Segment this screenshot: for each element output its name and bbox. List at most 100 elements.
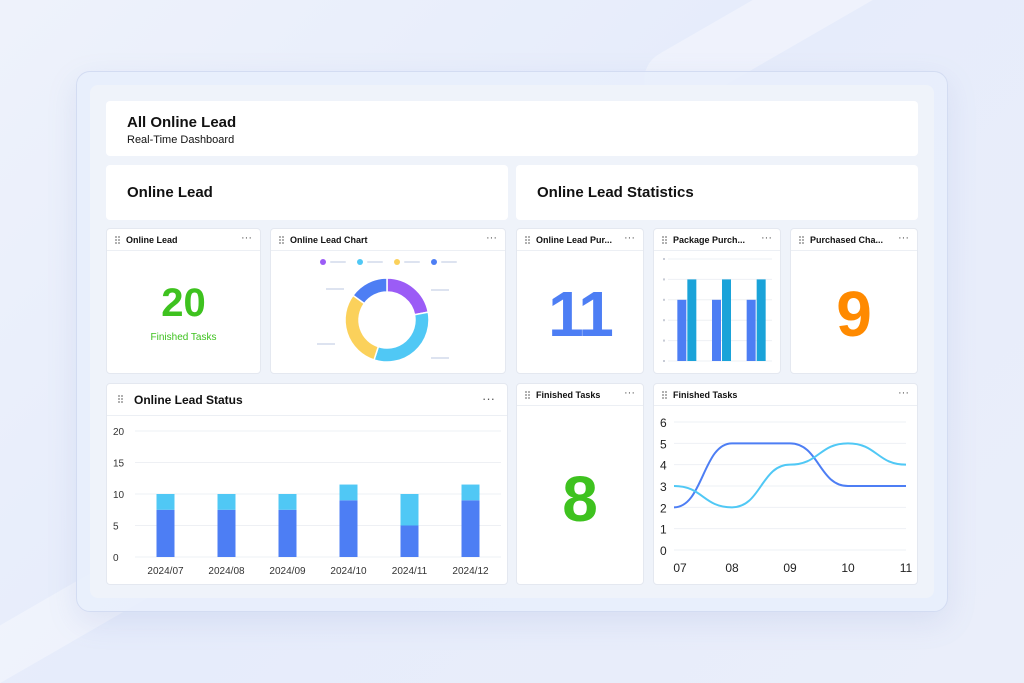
bar <box>746 299 756 361</box>
bar-segment <box>156 509 175 557</box>
series-line <box>673 442 906 509</box>
widget-header: Online Lead ··· <box>107 229 260 251</box>
slice-label-placeholder <box>431 289 449 291</box>
drag-handle-icon[interactable] <box>525 236 531 244</box>
x-tick-label: 07 <box>673 561 687 575</box>
widget-title: Purchased Cha... <box>810 235 884 245</box>
drag-handle-icon[interactable] <box>525 391 531 399</box>
x-tick-label: 2024/12 <box>452 566 489 577</box>
widget-online-lead-purchase[interactable]: Online Lead Pur... ··· 11 <box>516 228 644 374</box>
more-options-icon[interactable]: ··· <box>241 232 252 244</box>
finished-tasks-line-chart: 0 1 2 3 4 5 6 07 08 09 10 11 <box>660 416 913 575</box>
widget-purchased-channel[interactable]: Purchased Cha... ··· 9 <box>790 228 918 374</box>
x-tick-label: 10 <box>841 561 855 575</box>
lead-status-bar-chart: 0 5 10 15 20 2024/07 2024/08 2024/09 2024/10 2024… <box>113 427 501 577</box>
page-title: All Online Lead <box>127 114 237 131</box>
drag-handle-icon[interactable] <box>115 236 121 244</box>
widget-online-lead-status[interactable]: Online Lead Status ··· 0 5 10 15 20 2024/07 20… <box>106 383 508 585</box>
drag-handle-icon[interactable] <box>799 236 805 244</box>
y-tick-label: 10 <box>113 490 125 501</box>
slice-label-placeholder <box>326 288 344 290</box>
widget-header: Online Lead Status ··· <box>107 384 507 416</box>
widget-title: Online Lead Status <box>134 393 243 407</box>
widget-online-lead[interactable]: Online Lead ··· 20 Finished Tasks <box>106 228 261 374</box>
legend-label-placeholder <box>367 261 383 263</box>
package-bar-chart <box>663 258 772 362</box>
x-tick-label: 11 <box>900 561 913 575</box>
tick-mark <box>663 298 665 301</box>
tick-mark <box>663 278 665 281</box>
bar-segment <box>339 484 358 501</box>
dashboard-canvas: All Online Lead Real-Time Dashboard Onli… <box>90 85 934 598</box>
more-options-icon[interactable]: ··· <box>624 232 635 244</box>
section-title: Online Lead Statistics <box>537 184 694 201</box>
widget-title: Finished Tasks <box>536 390 601 400</box>
x-tick-label: 2024/09 <box>269 566 306 577</box>
y-tick-label: 5 <box>113 522 119 533</box>
more-options-icon[interactable]: ··· <box>898 387 909 399</box>
widget-title: Online Lead Pur... <box>536 235 613 245</box>
page-subtitle: Real-Time Dashboard <box>127 134 235 146</box>
donut-slice <box>344 294 380 361</box>
x-tick-label: 2024/10 <box>330 566 367 577</box>
donut-slice <box>386 277 430 316</box>
drag-handle-icon[interactable] <box>662 236 668 244</box>
y-tick-label: 0 <box>660 544 667 558</box>
bar-segment <box>156 494 175 510</box>
bar-segment <box>217 494 236 510</box>
widget-header: Purchased Cha... ··· <box>791 229 917 251</box>
y-tick-label: 15 <box>113 459 125 470</box>
metric-value: 9 <box>836 278 872 350</box>
bar-segment <box>278 509 297 557</box>
legend-label-placeholder <box>441 261 457 263</box>
tick-mark <box>663 339 665 342</box>
metric-value: 20 <box>161 281 206 325</box>
bar <box>712 299 721 361</box>
widget-header: Package Purch... ··· <box>654 229 780 251</box>
slice-label-placeholder <box>431 357 449 359</box>
section-online-lead: Online Lead <box>106 165 508 220</box>
y-tick-label: 1 <box>660 523 667 537</box>
widget-finished-tasks-chart[interactable]: Finished Tasks ··· 0 1 2 3 4 5 6 07 08 09 10 11 <box>653 383 918 585</box>
widget-header: Finished Tasks ··· <box>517 384 643 406</box>
legend-swatch <box>394 259 400 265</box>
widget-header: Finished Tasks ··· <box>654 384 917 406</box>
tick-mark <box>663 258 665 260</box>
bar <box>756 279 766 361</box>
x-tick-label: 2024/11 <box>392 566 428 577</box>
bar-segment <box>278 494 297 510</box>
widget-title: Online Lead <box>126 235 178 245</box>
bar <box>677 299 687 361</box>
legend-swatch <box>357 259 363 265</box>
metric-value: 11 <box>548 278 614 350</box>
donut-chart <box>317 259 457 363</box>
bar-segment <box>217 509 236 557</box>
legend-swatch <box>431 259 437 265</box>
more-options-icon[interactable]: ··· <box>898 232 909 244</box>
widget-package-purchase[interactable]: Package Purch... ··· <box>653 228 781 374</box>
drag-handle-icon[interactable] <box>662 391 668 399</box>
bar-segment <box>339 500 358 557</box>
section-title: Online Lead <box>127 184 213 201</box>
y-tick-label: 2 <box>660 501 667 515</box>
widget-header: Online Lead Pur... ··· <box>517 229 643 251</box>
more-options-icon[interactable]: ··· <box>624 387 635 399</box>
drag-handle-icon[interactable] <box>279 236 285 244</box>
section-online-lead-statistics: Online Lead Statistics <box>516 165 918 220</box>
dashboard-header: All Online Lead Real-Time Dashboard <box>106 101 918 156</box>
y-tick-label: 20 <box>113 427 125 438</box>
bar-segment <box>461 484 480 501</box>
more-options-icon[interactable]: ··· <box>761 232 772 244</box>
bar-segment <box>400 525 419 557</box>
donut-slice <box>373 311 430 363</box>
y-tick-label: 0 <box>113 553 119 564</box>
more-options-icon[interactable]: ··· <box>486 232 497 244</box>
more-options-icon[interactable]: ··· <box>482 391 495 406</box>
widget-online-lead-chart[interactable]: Online Lead Chart ··· <box>270 228 506 374</box>
series-line <box>673 442 907 509</box>
drag-handle-icon[interactable] <box>118 395 124 403</box>
widget-finished-tasks[interactable]: Finished Tasks ··· 8 <box>516 383 644 585</box>
bar-segment <box>400 494 419 526</box>
widget-header: Online Lead Chart ··· <box>271 229 505 251</box>
bar <box>722 279 731 361</box>
